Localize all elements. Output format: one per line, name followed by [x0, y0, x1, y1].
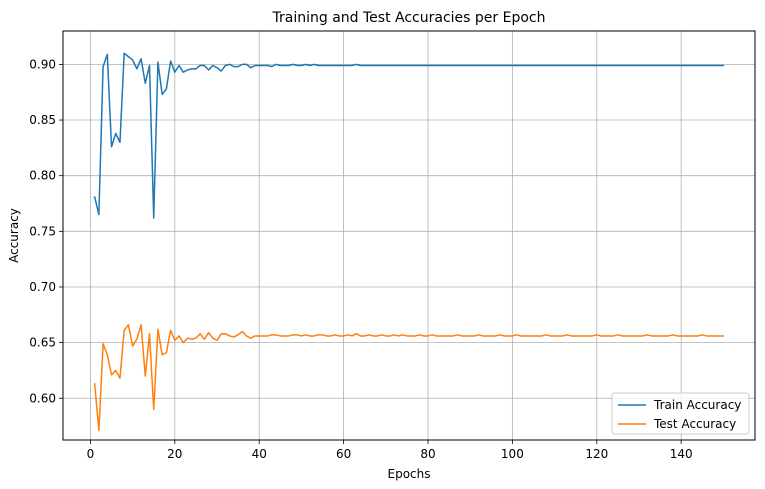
y-tick-label: 0.70	[29, 280, 56, 294]
y-tick-label: 0.80	[29, 169, 56, 183]
x-axis-label: Epochs	[388, 467, 431, 481]
grid-lines	[63, 31, 755, 440]
y-tick-label: 0.60	[29, 391, 56, 405]
y-tick-label: 0.85	[29, 113, 56, 127]
legend: Train Accuracy Test Accuracy	[611, 392, 750, 435]
series-line-test-accuracy	[93, 324, 725, 432]
legend-label-test: Test Accuracy	[653, 417, 736, 431]
axis-ticks: 0 20 40 60 80 100 120 140 0.60 0.65 0.70 0.75 0.80 0.…	[29, 57, 692, 461]
x-tick-label: 140	[670, 447, 693, 461]
legend-box	[611, 392, 750, 435]
x-tick-label: 60	[336, 447, 351, 461]
x-tick-label: 80	[420, 447, 435, 461]
x-tick-label: 120	[585, 447, 608, 461]
x-tick-label: 20	[167, 447, 182, 461]
x-tick-label: 40	[252, 447, 267, 461]
y-tick-label: 0.75	[29, 224, 56, 238]
chart-title: Training and Test Accuracies per Epoch	[272, 10, 546, 26]
y-axis-label: Accuracy	[7, 208, 21, 263]
legend-label-train: Train Accuracy	[653, 398, 741, 412]
y-tick-label: 0.65	[29, 336, 56, 350]
plot-frame	[62, 30, 756, 441]
x-tick-label: 0	[87, 447, 95, 461]
x-tick-label: 100	[501, 447, 524, 461]
y-tick-label: 0.90	[29, 57, 56, 71]
series-line-train-accuracy	[93, 52, 725, 219]
series-lines	[93, 52, 725, 432]
